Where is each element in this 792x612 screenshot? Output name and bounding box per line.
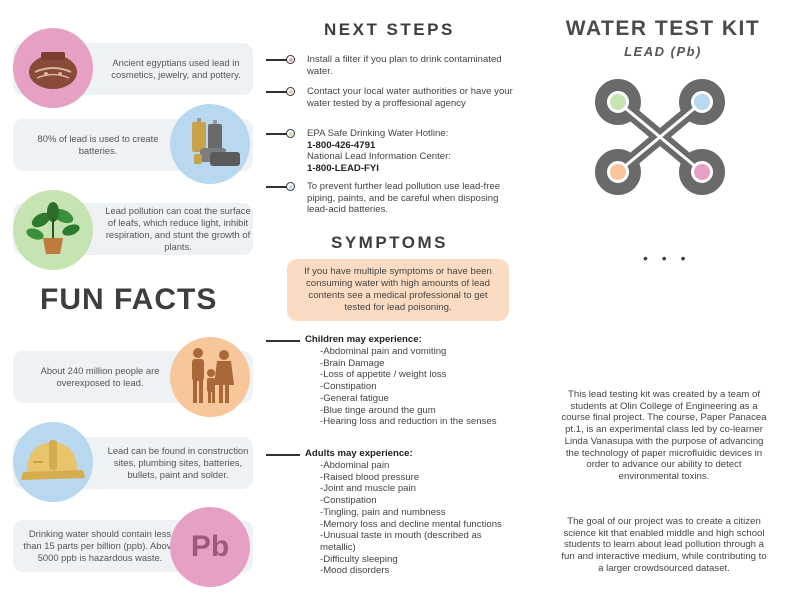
adult-symptoms-list: -Abdominal pain -Raised blood pressure -… [320,460,510,577]
kit-dot-blue [694,94,710,110]
bullet-connector [266,186,288,188]
fun-facts-title: FUN FACTS [40,283,218,316]
pb-element-circle: Pb [170,507,250,587]
kit-title: WATER TEST KIT [565,17,761,40]
family-icon [192,348,234,403]
list-item: -Unusual taste in mouth (described as me… [320,530,482,553]
hotline-phone-nlic: 1-800-LEAD-FYI [307,162,379,174]
bullet-connector [266,133,288,135]
fact-text: Lead pollution can coat the surface of l… [105,205,251,252]
children-symptoms-list: -Abdominal pain and vomiting -Brain Dama… [320,346,510,428]
next-steps-title: NEXT STEPS [324,20,455,39]
list-item: -Abdominal pain [320,460,390,471]
battery-circle [170,104,250,184]
pottery-icon [29,52,77,89]
fact-text: Lead can be found in construction sites,… [107,445,249,480]
kit-subtitle: LEAD (Pb) [624,44,702,59]
kit-dot-orange [610,164,626,180]
symptoms-title: SYMPTOMS [331,233,448,252]
list-item: -Mood disorders [320,565,390,577]
step-prevent: To prevent further lead pollution use le… [307,181,501,215]
list-item: -Constipation [320,381,377,393]
fact-text: 80% of lead is used to create batteries. [37,133,159,156]
about-paragraph-2: The goal of our project was to create a … [561,516,767,574]
pb-element-icon: Pb [190,530,230,563]
hotline-label-nlic: National Lead Information Center: [307,151,451,162]
list-item: -Raised blood pressure [320,471,420,483]
list-item: -Tingling, pain and numbness [320,506,446,518]
kit-dot-pink [694,164,710,180]
family-circle [170,337,250,417]
bullet-connector [266,454,300,456]
bullet-connector [266,59,288,61]
list-item: -Abdominal pain and vomiting [320,346,447,357]
bullet-dot-icon [286,182,295,191]
warning-text: If you have multiple symptoms or have be… [304,266,492,313]
step-hotlines: EPA Safe Drinking Water Hotline: 1-800-4… [307,128,517,174]
kit-dot-green [610,94,626,110]
ellipsis-dots: • • • [643,250,691,266]
list-item: -General fatigue [320,392,389,404]
about-paragraph-1: This lead testing kit was created by a t… [561,389,767,482]
plant-icon [26,202,80,254]
list-item: -Memory loss and decline mental function… [320,518,502,530]
hard-hat-circle [13,422,93,502]
list-item: -Loss of appetite / weight loss [320,369,447,381]
list-item: -Difficulty sleeping [320,553,398,565]
fact-text: Ancient egyptians used lead in cosmetics… [111,57,241,80]
fact-text: About 240 million people are overexposed… [40,365,160,388]
bullet-dot-icon [286,87,295,96]
list-item: -Constipation [320,495,377,507]
battery-icon [192,118,240,166]
fact-text: Drinking water should contain less than … [23,528,177,563]
hard-hat-icon [21,440,85,480]
list-item: -Brain Damage [320,357,385,369]
bullet-dot-icon [286,129,295,138]
children-symptoms-heading: Children may experience: [305,334,422,345]
list-item: -Blue tinge around the gum [320,404,436,416]
adult-symptoms-heading: Adults may experience: [305,448,413,459]
pottery-circle [13,28,93,108]
test-kit-logo-icon [595,79,725,195]
list-item: -Hearing loss and reduction in the sense… [320,416,497,428]
hotline-phone-epa: 1-800-426-4791 [307,139,376,151]
list-item: -Joint and muscle pain [320,483,416,495]
step-filter: Install a filter if you plan to drink co… [307,54,502,77]
plant-circle [13,190,93,270]
bullet-connector [266,91,288,93]
bullet-dot-icon [286,55,295,64]
hotline-label-epa: EPA Safe Drinking Water Hotline: [307,128,449,139]
symptoms-warning: If you have multiple symptoms or have be… [287,259,509,321]
bullet-connector [266,340,300,342]
step-contact: Contact your local water authorities or … [307,86,513,109]
